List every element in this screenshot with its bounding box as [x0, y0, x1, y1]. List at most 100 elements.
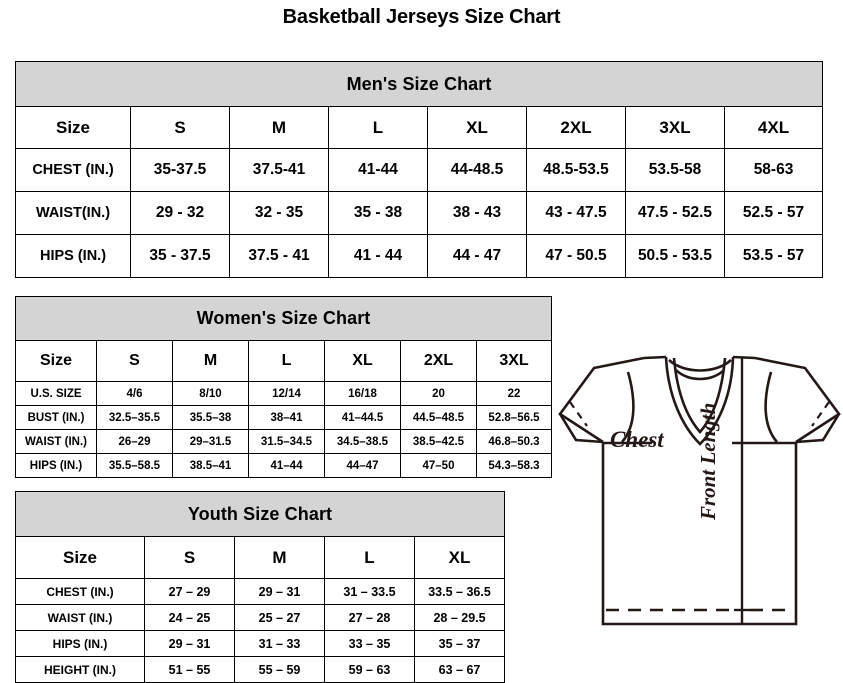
column-header-xl: XL — [324, 340, 401, 382]
table-band-row: Men's Size Chart — [14, 61, 824, 107]
row-label: CHEST (IN.) — [15, 148, 131, 192]
youth-size-chart-table: Youth Size Chart Size S M L XL CHEST (IN… — [14, 491, 506, 683]
table-row: CHEST (IN.) 35-37.5 37.5-41 41-44 44-48.… — [15, 148, 824, 192]
column-header-m: M — [172, 340, 249, 382]
table-cell: 50.5 - 53.5 — [625, 234, 725, 278]
table-cell: 48.5-53.5 — [526, 148, 626, 192]
chest-measurement-label: Chest — [610, 427, 664, 452]
table-row: WAIST(IN.) 29 - 32 32 - 35 35 - 38 38 - … — [15, 191, 824, 235]
column-header-s: S — [130, 106, 230, 149]
table-cell: 43 - 47.5 — [526, 191, 626, 235]
table-cell: 34.5–38.5 — [324, 429, 401, 454]
row-label: BUST (IN.) — [15, 405, 97, 430]
womens-chart-band-title: Women's Size Chart — [14, 296, 553, 341]
table-cell: 31 – 33.5 — [324, 578, 415, 605]
table-band-row: Women's Size Chart — [14, 296, 553, 341]
column-header-m: M — [234, 536, 325, 579]
jersey-body-outline — [601, 442, 798, 626]
table-cell: 44 - 47 — [427, 234, 527, 278]
womens-size-chart-table: Women's Size Chart Size S M L XL 2XL 3XL… — [14, 296, 553, 478]
table-cell: 31 – 33 — [234, 630, 325, 657]
table-cell: 12/14 — [248, 381, 325, 406]
table-cell: 31.5–34.5 — [248, 429, 325, 454]
column-header-3xl: 3XL — [625, 106, 725, 149]
table-header-row: Size S M L XL 2XL 3XL — [15, 340, 553, 382]
table-cell: 8/10 — [172, 381, 249, 406]
table-cell: 58-63 — [723, 148, 824, 192]
jersey-measurement-diagram: Chest Front Length — [556, 352, 843, 642]
table-cell: 4/6 — [96, 381, 173, 406]
table-cell: 35.5–38 — [172, 405, 249, 430]
table-cell: 25 – 27 — [234, 604, 325, 631]
table-cell: 35-37.5 — [130, 148, 230, 192]
table-header-row: Size S M L XL — [15, 536, 506, 579]
table-cell: 52.5 - 57 — [723, 191, 824, 235]
table-cell: 53.5 - 57 — [723, 234, 824, 278]
table-cell: 41-44 — [328, 148, 428, 192]
table-row: U.S. SIZE 4/6 8/10 12/14 16/18 20 22 — [15, 381, 553, 406]
column-header-2xl: 2XL — [526, 106, 626, 149]
column-header-l: L — [324, 536, 415, 579]
table-cell: 46.8–50.3 — [475, 429, 553, 454]
table-row: BUST (IN.) 32.5–35.5 35.5–38 38–41 41–44… — [15, 405, 553, 430]
column-header-xl: XL — [427, 106, 527, 149]
table-cell: 29 - 32 — [130, 191, 230, 235]
table-cell: 20 — [400, 381, 477, 406]
column-header-s: S — [144, 536, 235, 579]
table-row: CHEST (IN.) 27 – 29 29 – 31 31 – 33.5 33… — [15, 578, 506, 605]
page-title: Basketball Jerseys Size Chart — [282, 6, 561, 28]
row-label: WAIST (IN.) — [15, 604, 145, 631]
row-label: HIPS (IN.) — [15, 630, 145, 657]
table-cell: 41–44 — [248, 453, 325, 478]
column-header-xl: XL — [413, 536, 506, 579]
table-cell: 44-48.5 — [427, 148, 527, 192]
column-header-size: Size — [15, 340, 97, 382]
row-label: HIPS (IN.) — [15, 453, 97, 478]
table-cell: 35 - 38 — [328, 191, 428, 235]
table-cell: 35 - 37.5 — [130, 234, 230, 278]
table-cell: 47.5 - 52.5 — [625, 191, 725, 235]
table-cell: 52.8–56.5 — [475, 405, 553, 430]
table-cell: 47–50 — [400, 453, 477, 478]
table-row: HIPS (IN.) 35 - 37.5 37.5 - 41 41 - 44 4… — [15, 234, 824, 278]
table-cell: 38.5–42.5 — [400, 429, 477, 454]
row-label: U.S. SIZE — [15, 381, 97, 406]
row-label: HIPS (IN.) — [15, 234, 131, 278]
row-label: WAIST(IN.) — [15, 191, 131, 235]
column-header-l: L — [248, 340, 325, 382]
column-header-2xl: 2XL — [400, 340, 477, 382]
table-row: HIPS (IN.) 29 – 31 31 – 33 33 – 35 35 – … — [15, 630, 506, 657]
table-cell: 27 – 28 — [324, 604, 415, 631]
column-header-3xl: 3XL — [475, 340, 553, 382]
column-header-l: L — [328, 106, 428, 149]
table-cell: 32.5–35.5 — [96, 405, 173, 430]
table-cell: 44.5–48.5 — [400, 405, 477, 430]
table-cell: 24 – 25 — [144, 604, 235, 631]
table-cell: 29 – 31 — [234, 578, 325, 605]
youth-chart-band-title: Youth Size Chart — [14, 491, 506, 537]
table-cell: 33 – 35 — [324, 630, 415, 657]
table-cell: 41–44.5 — [324, 405, 401, 430]
table-cell: 38 - 43 — [427, 191, 527, 235]
table-cell: 54.3–58.3 — [475, 453, 553, 478]
table-cell: 38.5–41 — [172, 453, 249, 478]
column-header-4xl: 4XL — [723, 106, 824, 149]
table-cell: 29–31.5 — [172, 429, 249, 454]
column-header-size: Size — [15, 106, 131, 149]
table-cell: 37.5-41 — [229, 148, 329, 192]
table-cell: 37.5 - 41 — [229, 234, 329, 278]
jersey-illustration-svg — [558, 355, 841, 626]
table-cell: 44–47 — [324, 453, 401, 478]
table-cell: 41 - 44 — [328, 234, 428, 278]
table-cell: 28 – 29.5 — [413, 604, 506, 631]
table-cell: 53.5-58 — [625, 148, 725, 192]
table-cell: 29 – 31 — [144, 630, 235, 657]
front-length-measurement-label: Front Length — [696, 402, 720, 520]
table-cell: 33.5 – 36.5 — [413, 578, 506, 605]
mens-chart-band-title: Men's Size Chart — [14, 61, 824, 107]
column-header-size: Size — [15, 536, 145, 579]
table-row: HIPS (IN.) 35.5–58.5 38.5–41 41–44 44–47… — [15, 453, 553, 478]
table-cell: 27 – 29 — [144, 578, 235, 605]
column-header-s: S — [96, 340, 173, 382]
row-label: WAIST (IN.) — [15, 429, 97, 454]
